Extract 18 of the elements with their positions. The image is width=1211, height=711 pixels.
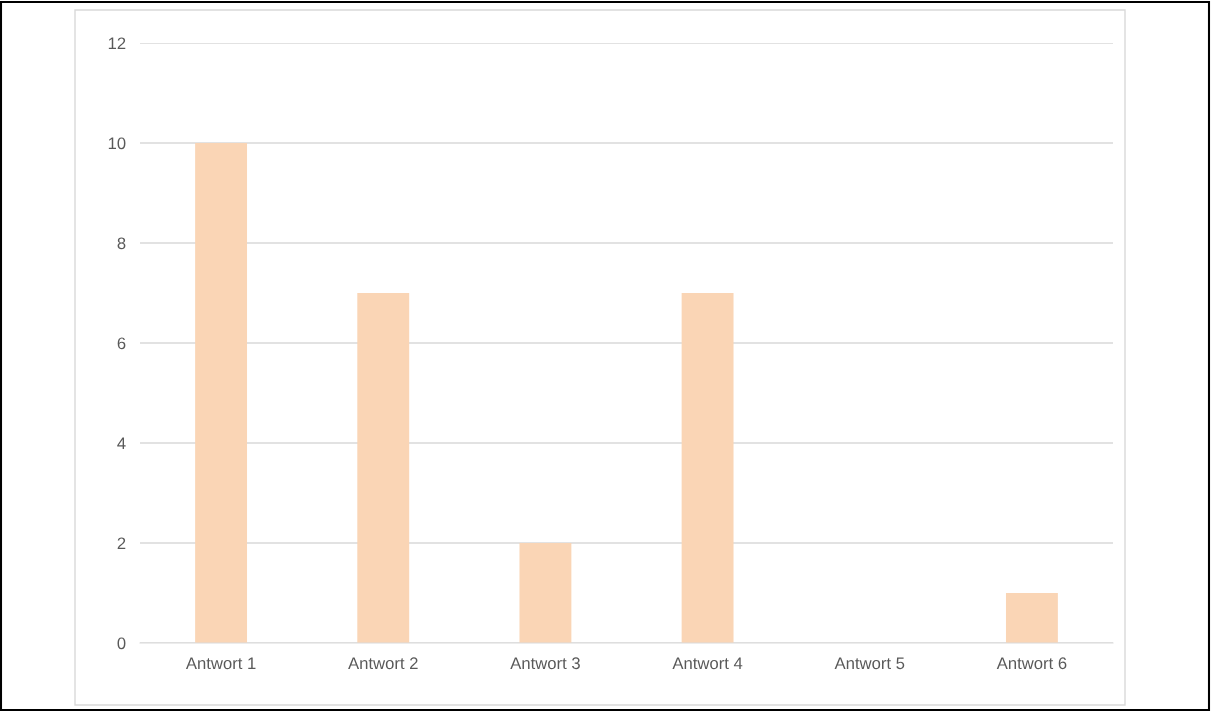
x-tick-label: Antwort 5 [834,657,905,670]
bar [195,143,248,643]
y-tick-label: 0 [117,637,126,650]
y-tick-label: 4 [117,437,126,450]
x-tick-label: Antwort 6 [996,657,1067,670]
y-tick-label: 8 [117,237,126,250]
bar [519,543,572,643]
bar [357,293,410,643]
x-tick-label: Antwort 3 [510,657,580,670]
x-tick-label: Antwort 1 [185,657,256,670]
x-tick-label: Antwort 4 [672,657,743,670]
x-tick-label: Antwort 2 [348,657,418,670]
bar [1005,593,1058,643]
bar [681,293,734,643]
y-tick-label: 12 [108,37,126,50]
y-tick-label: 10 [108,137,126,150]
y-tick-label: 2 [117,537,126,550]
y-tick-label: 6 [117,337,126,350]
